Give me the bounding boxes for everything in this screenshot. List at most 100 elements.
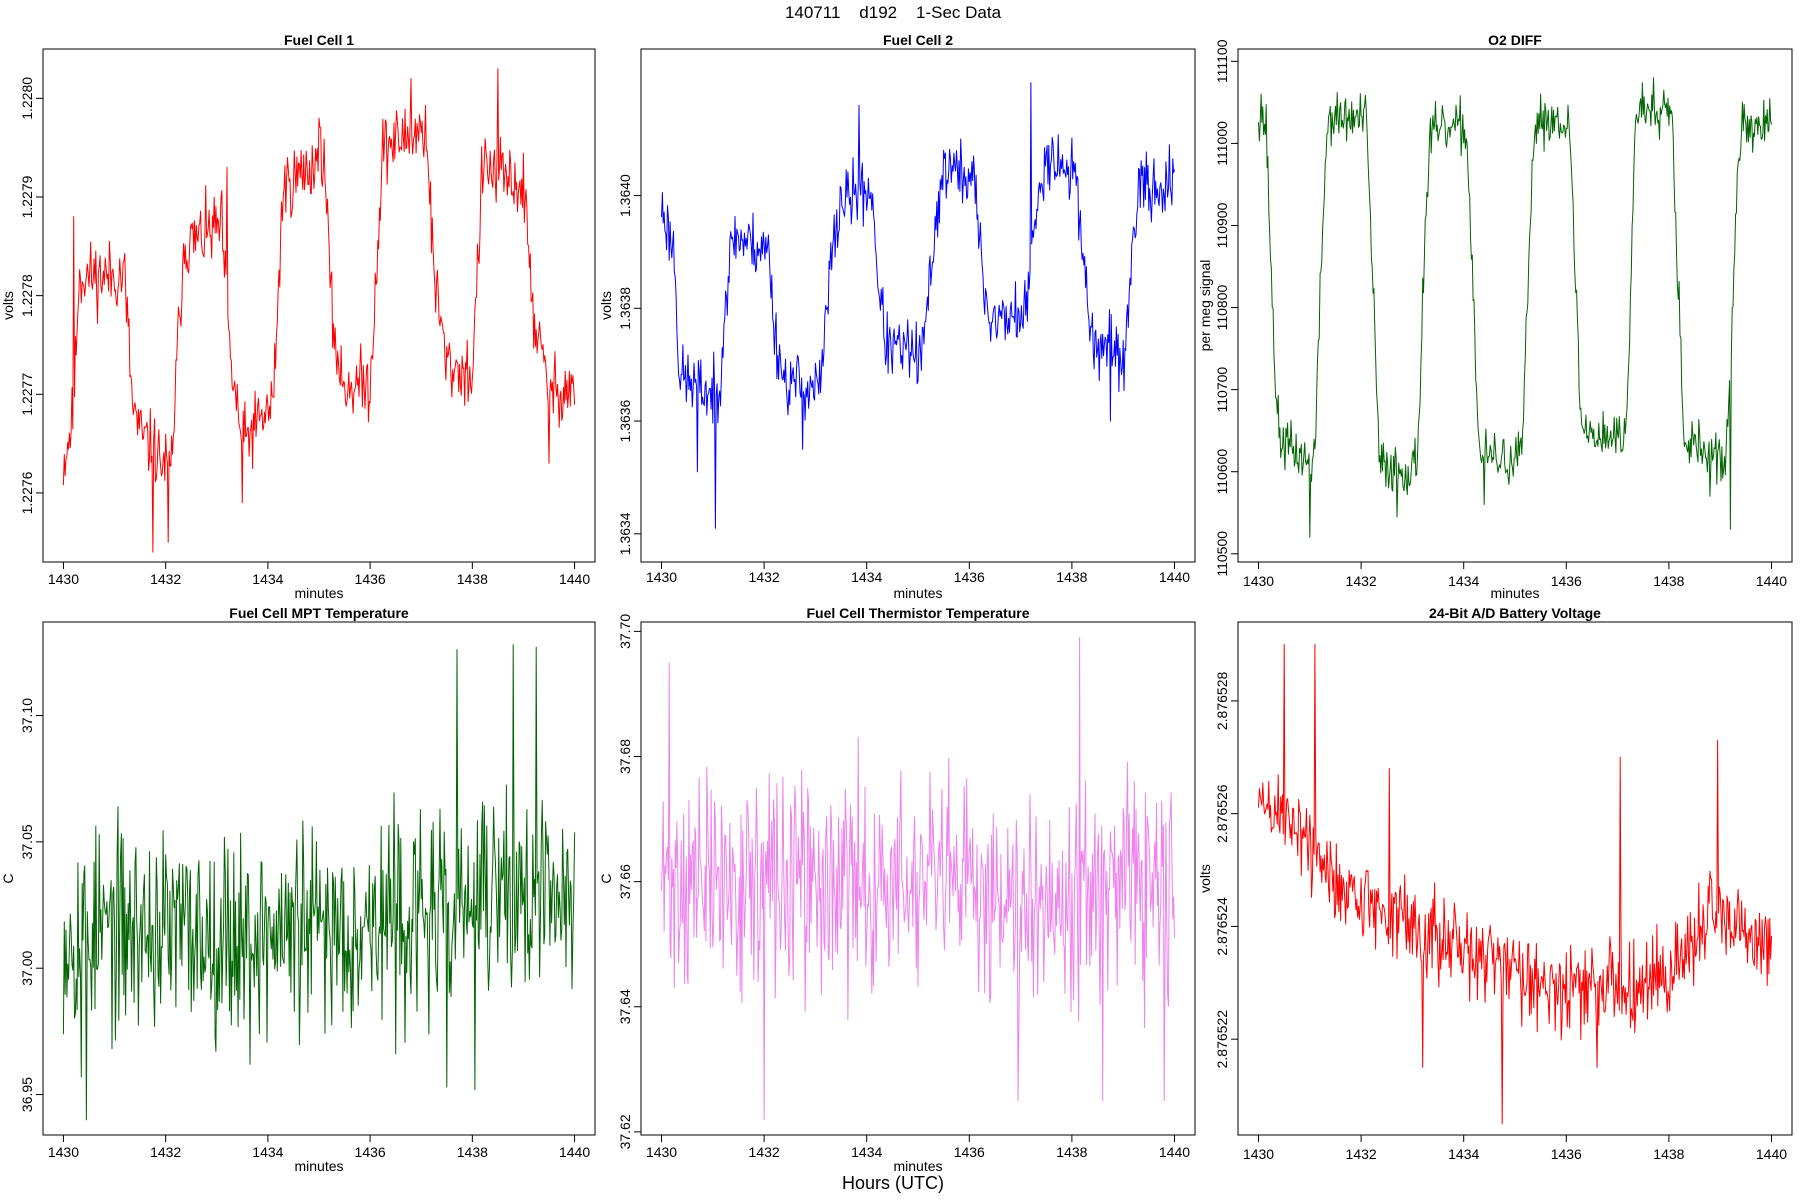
chart-title: Fuel Cell 2: [883, 32, 953, 48]
y-tick-label: 37.62: [617, 1114, 633, 1149]
series-line: [661, 82, 1175, 529]
y-tick-label: 111000: [1214, 121, 1230, 166]
x-tick-label: 1432: [749, 1144, 780, 1160]
y-tick-label: 1.2276: [19, 471, 35, 514]
y-tick-label: 37.64: [617, 989, 633, 1024]
y-axis-label: C: [0, 873, 16, 883]
x-tick-label: 1440: [1159, 1144, 1190, 1160]
series-line: [1258, 644, 1772, 1125]
x-tick-label: 1430: [646, 569, 677, 585]
y-tick-label: 1.3640: [617, 174, 633, 217]
y-tick-label: 1.3638: [617, 287, 633, 330]
x-tick-label: 1436: [1551, 573, 1582, 589]
y-tick-label: 1.3636: [617, 399, 633, 442]
x-axis-label: minutes: [1490, 585, 1539, 601]
y-axis-label: C: [598, 873, 614, 883]
x-tick-label: 1430: [646, 1144, 677, 1160]
panels: Fuel Cell 1 1430 1432 1434 1436 1438 1440 minut…: [0, 32, 1793, 1174]
y-axis-label: volts: [1197, 864, 1213, 893]
plot-frame: [640, 621, 1196, 1136]
y-tick-label: 1.2278: [19, 274, 35, 317]
x-tick-label: 1430: [48, 571, 79, 587]
x-tick-label: 1440: [1756, 1146, 1787, 1162]
x-axis-label: minutes: [294, 1158, 343, 1174]
x-tick-label: 1436: [954, 1144, 985, 1160]
figure-xlabel: Hours (UTC): [842, 1173, 944, 1193]
series-line: [62, 68, 576, 553]
x-tick-label: 1430: [1243, 573, 1274, 589]
x-tick-label: 1434: [1448, 1146, 1479, 1162]
x-axis-label: minutes: [893, 585, 942, 601]
x-tick-label: 1438: [1056, 569, 1087, 585]
x-tick-label: 1436: [355, 571, 386, 587]
x-tick-label: 1440: [1159, 569, 1190, 585]
x-tick-label: 1438: [457, 571, 488, 587]
x-tick-label: 1438: [1653, 573, 1684, 589]
x-axis-label: minutes: [893, 1158, 942, 1174]
chart-title: Fuel Cell Thermistor Temperature: [806, 605, 1029, 621]
y-tick-label: 110600: [1214, 449, 1230, 495]
y-tick-label: 1.2277: [19, 373, 35, 416]
chart-title: Fuel Cell 1: [284, 32, 354, 48]
x-tick-label: 1440: [1756, 573, 1787, 589]
x-tick-label: 1436: [355, 1144, 386, 1160]
x-tick-label: 1438: [457, 1144, 488, 1160]
x-tick-label: 1434: [1448, 573, 1479, 589]
chart-panel-4: Fuel Cell MPT Temperature 1430 1432 1434 143…: [0, 605, 596, 1174]
y-tick-label: 1.3634: [617, 512, 633, 555]
x-tick-label: 1432: [749, 569, 780, 585]
x-tick-label: 1432: [150, 571, 181, 587]
x-tick-label: 1432: [150, 1144, 181, 1160]
y-tick-label: 37.10: [19, 698, 35, 733]
chart-panel-3: O2 DIFF 1430 1432 1434 1436 1438 1440 minutes 11…: [1197, 32, 1793, 601]
plot-frame: [640, 48, 1196, 563]
plot-frame: [1237, 621, 1793, 1136]
y-tick-label: 110500: [1214, 531, 1230, 577]
figure-suptitle: 140711 d192 1-Sec Data: [785, 3, 1002, 22]
chart-title: O2 DIFF: [1488, 32, 1542, 48]
y-tick-label: 2.876522: [1214, 1010, 1230, 1069]
y-tick-label: 111100: [1214, 39, 1230, 83]
plot-frame: [1237, 48, 1793, 563]
chart-panel-2: Fuel Cell 2 1430 1432 1434 1436 1438 1440 minut…: [598, 32, 1196, 601]
x-tick-label: 1430: [1243, 1146, 1274, 1162]
x-tick-label: 1440: [559, 1144, 590, 1160]
x-tick-label: 1434: [851, 1144, 882, 1160]
y-tick-label: 37.66: [617, 864, 633, 899]
x-tick-label: 1434: [851, 569, 882, 585]
y-tick-label: 37.70: [617, 614, 633, 649]
y-tick-label: 110700: [1214, 367, 1230, 413]
y-tick-label: 110800: [1214, 285, 1230, 331]
y-axis-label: volts: [598, 291, 614, 320]
y-tick-label: 2.876526: [1214, 784, 1230, 843]
y-tick-label: 37.68: [617, 739, 633, 774]
x-tick-label: 1438: [1056, 1144, 1087, 1160]
x-axis-label: minutes: [294, 585, 343, 601]
series-line: [1258, 77, 1772, 538]
x-tick-label: 1432: [1346, 573, 1377, 589]
plot-frame: [42, 48, 596, 563]
x-tick-label: 1438: [1653, 1146, 1684, 1162]
x-tick-label: 1440: [559, 571, 590, 587]
y-tick-label: 1.2280: [19, 77, 35, 120]
chart-panel-1: Fuel Cell 1 1430 1432 1434 1436 1438 1440 minut…: [0, 32, 596, 601]
plot-frame: [42, 621, 596, 1136]
chart-panel-6: 24-Bit A/D Battery Voltage 1430 1432 1434 14…: [1197, 605, 1793, 1162]
y-tick-label: 37.00: [19, 950, 35, 985]
y-axis-label: per meg signal: [1197, 260, 1213, 352]
chart-panel-5: Fuel Cell Thermistor Temperature 1430 1432…: [598, 605, 1196, 1174]
y-tick-label: 2.876528: [1214, 672, 1230, 731]
x-tick-label: 1436: [954, 569, 985, 585]
x-tick-label: 1432: [1346, 1146, 1377, 1162]
y-tick-label: 1.2279: [19, 175, 35, 218]
y-tick-label: 110900: [1214, 202, 1230, 248]
x-tick-label: 1430: [48, 1144, 79, 1160]
series-line: [62, 644, 576, 1121]
x-tick-label: 1434: [252, 1144, 283, 1160]
y-tick-label: 36.95: [19, 1077, 35, 1112]
x-tick-label: 1436: [1551, 1146, 1582, 1162]
chart-title: Fuel Cell MPT Temperature: [229, 605, 409, 621]
y-tick-label: 37.05: [19, 824, 35, 859]
chart-title: 24-Bit A/D Battery Voltage: [1429, 605, 1601, 621]
